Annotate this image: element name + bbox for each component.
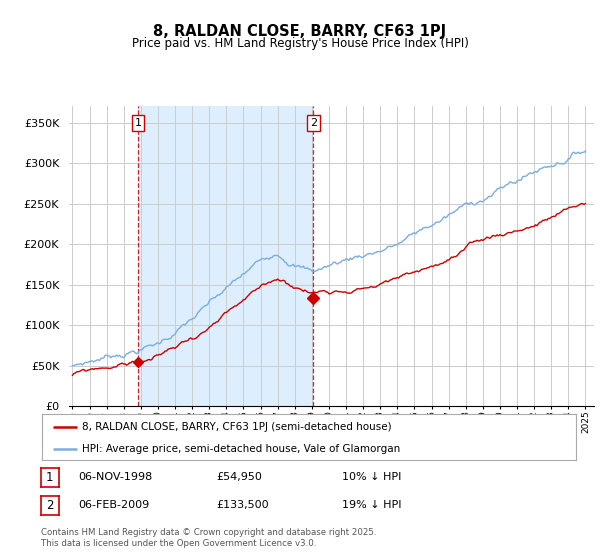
Text: 2: 2	[310, 118, 317, 128]
Text: HPI: Average price, semi-detached house, Vale of Glamorgan: HPI: Average price, semi-detached house,…	[82, 444, 400, 454]
Text: 8, RALDAN CLOSE, BARRY, CF63 1PJ: 8, RALDAN CLOSE, BARRY, CF63 1PJ	[154, 24, 446, 39]
Text: 2: 2	[46, 498, 53, 512]
Text: 06-FEB-2009: 06-FEB-2009	[78, 500, 149, 510]
Text: 1: 1	[134, 118, 142, 128]
Text: £54,950: £54,950	[216, 472, 262, 482]
Bar	[138, 106, 313, 406]
Text: Contains HM Land Registry data © Crown copyright and database right 2025.
This d: Contains HM Land Registry data © Crown c…	[41, 528, 376, 548]
Text: 10% ↓ HPI: 10% ↓ HPI	[342, 472, 401, 482]
Text: 19% ↓ HPI: 19% ↓ HPI	[342, 500, 401, 510]
Text: 06-NOV-1998: 06-NOV-1998	[78, 472, 152, 482]
Text: 1: 1	[46, 470, 53, 484]
Text: 8, RALDAN CLOSE, BARRY, CF63 1PJ (semi-detached house): 8, RALDAN CLOSE, BARRY, CF63 1PJ (semi-d…	[82, 422, 392, 432]
Text: £133,500: £133,500	[216, 500, 269, 510]
Text: Price paid vs. HM Land Registry's House Price Index (HPI): Price paid vs. HM Land Registry's House …	[131, 37, 469, 50]
